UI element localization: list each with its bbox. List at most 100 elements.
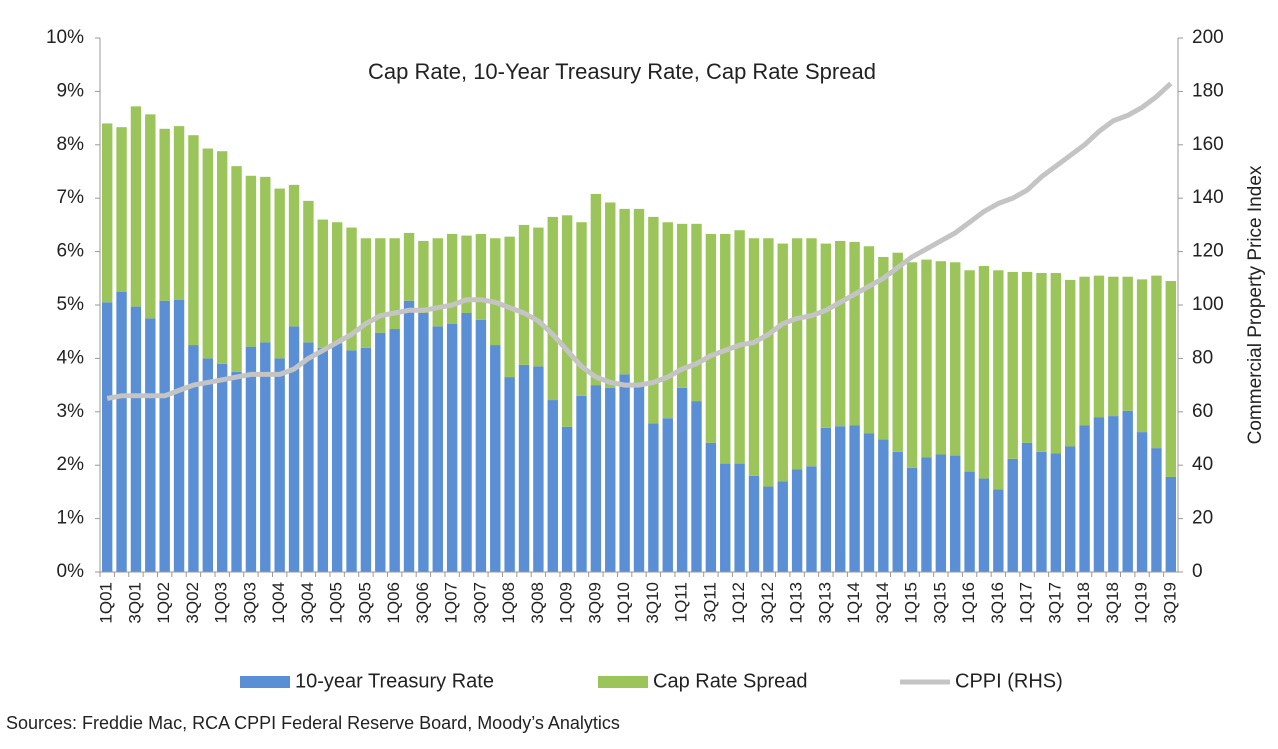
bar: [777, 243, 788, 482]
y2-tick-label: 20: [1192, 508, 1213, 529]
bar: [964, 270, 975, 472]
bar: [490, 345, 501, 572]
bar: [331, 343, 343, 572]
bar: [475, 233, 487, 320]
bar: [1079, 425, 1090, 572]
bar: [202, 148, 213, 359]
bar: [403, 232, 415, 301]
bar: [590, 385, 602, 572]
y2-tick-label: 80: [1192, 347, 1213, 368]
bar: [648, 423, 659, 572]
legend-label: Cap Rate Spread: [653, 670, 808, 692]
x-tick-label: 3Q04: [298, 582, 317, 624]
bar: [1108, 416, 1119, 572]
x-tick-label: 3Q09: [585, 582, 604, 624]
bar: [590, 193, 602, 386]
x-tick-label: 1Q12: [729, 582, 748, 624]
bar: [475, 319, 487, 572]
x-tick-label: 1Q03: [212, 582, 231, 624]
bar: [446, 233, 458, 324]
bar: [906, 467, 918, 572]
bar: [173, 126, 185, 300]
x-tick-label: 1Q06: [384, 582, 403, 624]
x-tick-label: 3Q16: [988, 582, 1007, 624]
x-tick-label: 1Q17: [1017, 582, 1036, 624]
bar: [346, 227, 357, 351]
bar: [561, 215, 573, 427]
source-note: Sources: Freddie Mac, RCA CPPI Federal R…: [6, 713, 620, 733]
bar: [791, 238, 803, 470]
bar: [1093, 417, 1105, 572]
y-tick-label: 4%: [57, 347, 85, 368]
bar: [763, 238, 774, 487]
bar: [892, 451, 903, 572]
bar: [216, 363, 228, 572]
x-tick-label: 3Q14: [873, 582, 892, 624]
y-tick-label: 5%: [57, 294, 85, 315]
x-tick-label: 3Q15: [930, 582, 949, 624]
bar: [978, 478, 990, 572]
bar: [518, 224, 530, 365]
bar: [964, 471, 975, 572]
bar: [303, 200, 314, 343]
bar: [605, 387, 616, 572]
bar: [993, 270, 1004, 490]
y2-tick-label: 140: [1192, 187, 1224, 208]
bar: [101, 123, 113, 303]
x-tick-label: 1Q07: [442, 582, 461, 624]
x-tick-label: 3Q08: [528, 582, 547, 624]
y2-axis-label: Commercial Property Price Index: [1245, 165, 1266, 444]
bar: [245, 346, 257, 572]
bar: [806, 238, 817, 467]
bar: [676, 223, 688, 388]
bar: [633, 382, 645, 572]
bar: [763, 486, 774, 572]
bar: [145, 114, 156, 319]
bar: [1108, 276, 1119, 417]
bar: [820, 427, 832, 572]
bar: [1093, 275, 1105, 418]
bar: [576, 395, 587, 572]
bar: [490, 238, 501, 346]
x-tick-label: 3Q17: [1045, 582, 1064, 624]
line: [106, 81, 1173, 401]
bar: [504, 377, 515, 572]
bar: [245, 175, 257, 347]
bar: [705, 233, 717, 443]
bar: [619, 374, 630, 572]
x-tick-label: 3Q06: [413, 582, 432, 624]
bar: [1079, 276, 1090, 426]
y2-tick-label: 160: [1192, 134, 1224, 155]
bar: [993, 489, 1004, 572]
bar: [748, 475, 760, 572]
bar: [633, 208, 645, 383]
bar: [835, 426, 846, 572]
bar: [1165, 280, 1177, 477]
x-tick-label: 1Q11: [672, 582, 691, 622]
x-tick-label: 3Q18: [1103, 582, 1122, 624]
bar: [662, 222, 673, 419]
bar: [734, 463, 745, 572]
bar: [849, 425, 860, 572]
x-tick-label: 3Q12: [758, 582, 777, 624]
bar: [849, 241, 860, 426]
legend-label: CPPI (RHS): [955, 670, 1063, 692]
bar: [101, 302, 113, 572]
y2-tick-label: 0: [1192, 561, 1203, 582]
y2-tick-label: 60: [1192, 401, 1213, 422]
bar: [533, 227, 544, 367]
bar: [317, 219, 328, 348]
y2-tick-label: 100: [1192, 294, 1224, 315]
bar: [777, 481, 788, 572]
bar: [691, 223, 702, 402]
bar: [1021, 271, 1033, 443]
bar: [619, 208, 630, 375]
bar: [806, 466, 817, 572]
bar: [231, 371, 242, 572]
y2-tick-label: 40: [1192, 454, 1213, 475]
bar: [130, 106, 142, 307]
legend-swatch: [598, 676, 648, 688]
x-tick-label: 1Q15: [902, 582, 921, 624]
x-tick-label: 1Q08: [499, 582, 518, 624]
x-tick-label: 3Q02: [183, 582, 202, 624]
